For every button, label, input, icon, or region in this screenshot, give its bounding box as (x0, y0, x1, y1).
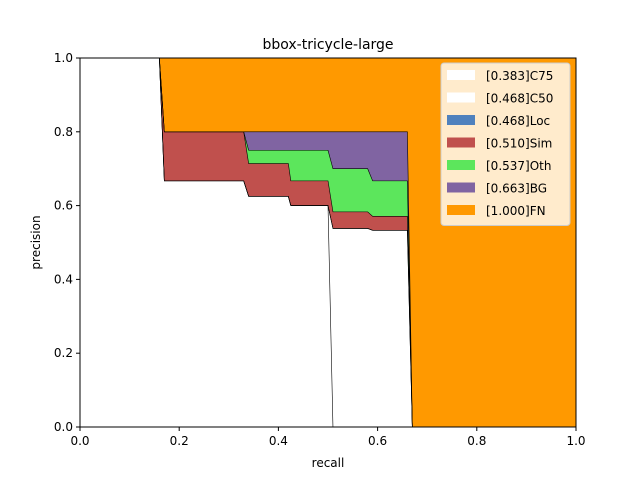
legend-swatch-oth (447, 160, 475, 170)
y-tick-label: 0.2 (54, 346, 73, 360)
legend-swatch-c75 (447, 70, 475, 80)
y-axis-ticks: 0.0 0.2 0.4 0.6 0.8 1.0 (54, 51, 80, 434)
y-axis-label: precision (29, 215, 43, 269)
y-tick-label: 0.8 (54, 125, 73, 139)
legend: [0.383]C75 [0.468]C50 [0.468]Loc [0.510]Sim… (440, 62, 571, 226)
x-tick-label: 0.4 (269, 434, 288, 448)
chart-title: bbox-tricycle-large (262, 37, 393, 53)
legend-swatch-sim (447, 137, 475, 148)
x-tick-label: 1.0 (566, 434, 585, 448)
x-tick-label: 0.8 (467, 434, 486, 448)
legend-label-bg: [0.663]BG (486, 182, 547, 196)
legend-swatch-loc (447, 115, 475, 125)
x-tick-label: 0.2 (170, 434, 189, 448)
outline-c75 (80, 57, 576, 428)
legend-label-sim: [0.510]Sim (486, 137, 552, 151)
y-tick-label: 0.4 (54, 272, 73, 286)
y-tick-label: 0.6 (54, 199, 73, 213)
outline-sim (80, 57, 576, 428)
legend-label-c75: [0.383]C75 (486, 69, 553, 83)
legend-swatch-fn (447, 205, 475, 215)
legend-label-oth: [0.537]Oth (486, 159, 551, 173)
x-tick-label: 0.0 (70, 434, 89, 448)
legend-swatch-bg (447, 182, 475, 193)
legend-label-fn: [1.000]FN (486, 204, 546, 218)
area-c75 (80, 58, 576, 427)
axes-frame (79, 57, 577, 428)
legend-swatch-c50 (447, 92, 475, 103)
area-layers (80, 58, 576, 427)
x-axis-ticks: 0.0 0.2 0.4 0.6 0.8 1.0 (70, 427, 586, 448)
x-tick-label: 0.6 (368, 434, 387, 448)
y-tick-label: 0.0 (54, 420, 73, 434)
legend-label-loc: [0.468]Loc (486, 114, 550, 128)
x-axis-label: recall (312, 456, 345, 470)
y-tick-label: 1.0 (54, 51, 73, 65)
legend-label-c50: [0.468]C50 (486, 92, 553, 106)
